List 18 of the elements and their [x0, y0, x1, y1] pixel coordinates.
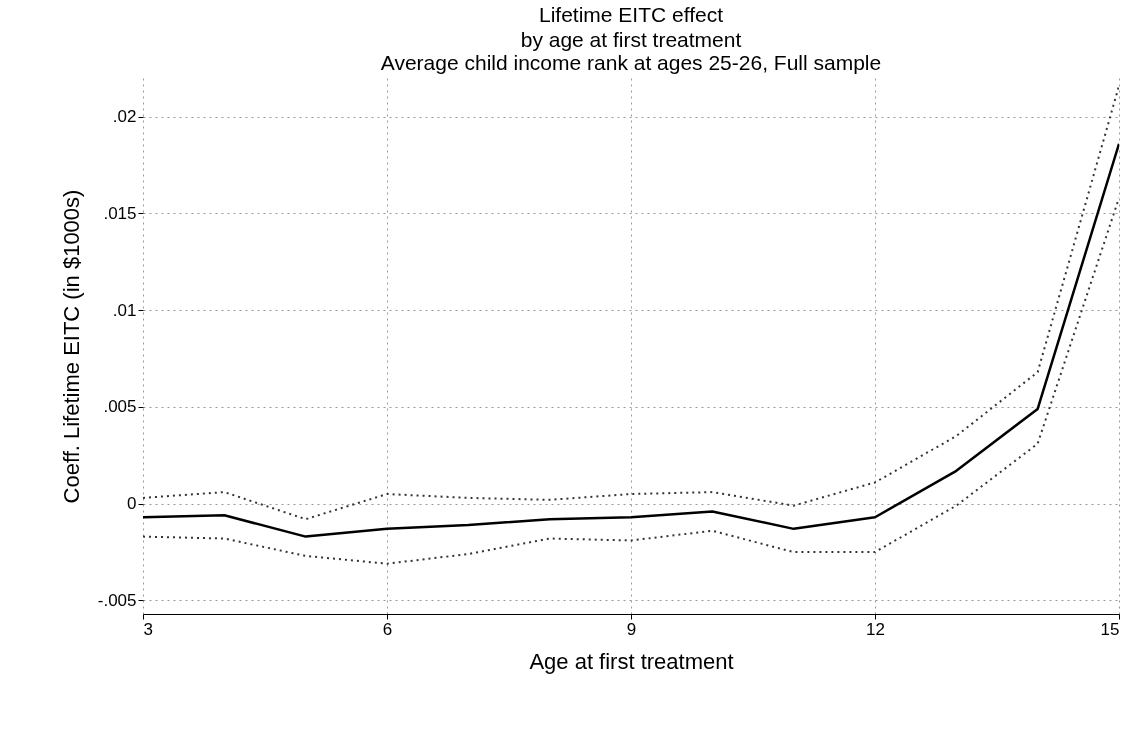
x-tick-label: 6: [382, 619, 393, 639]
chart-title: Lifetime EITC effect: [538, 3, 724, 26]
text: Average child income rank at ages 25-26, Full sample: [380, 51, 882, 74]
y-axis-title: Coeff. Lifetime EITC (in $1000s): [58, 189, 84, 504]
y-tick-label: 0: [127, 494, 137, 514]
x-tick-label: 9: [626, 619, 637, 639]
y-tick-label: .01: [112, 300, 137, 320]
y-tick-label: .02: [112, 107, 137, 127]
y-tick-label: .015: [103, 203, 137, 223]
x-tick-label: 3: [143, 619, 153, 639]
y-tick-label: -.005: [97, 590, 137, 610]
x-tick-label: 15: [1100, 619, 1120, 639]
line-series: [143, 142, 1119, 538]
text: by age at first treatment: [520, 28, 742, 51]
y-tick-label: .005: [103, 397, 137, 417]
line-series: [143, 84, 1119, 521]
x-tick-label: 12: [866, 619, 885, 639]
x-axis-title: Age at first treatment: [529, 648, 734, 674]
